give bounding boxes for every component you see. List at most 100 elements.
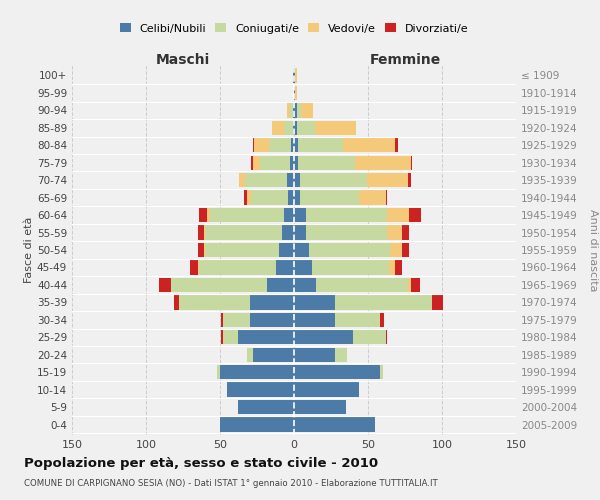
Bar bbox=[238, 330, 294, 344]
Bar bbox=[294, 208, 306, 222]
Bar bbox=[284, 208, 294, 222]
Bar bbox=[389, 260, 395, 274]
Bar bbox=[206, 208, 209, 222]
Bar bbox=[174, 295, 179, 310]
Bar bbox=[238, 400, 294, 414]
Bar bbox=[380, 312, 384, 327]
Bar bbox=[245, 173, 287, 188]
Bar bbox=[276, 260, 294, 274]
Bar bbox=[220, 365, 294, 380]
Bar bbox=[198, 243, 204, 257]
Bar bbox=[198, 260, 199, 274]
Bar bbox=[244, 190, 247, 205]
Text: Femmine: Femmine bbox=[370, 52, 440, 66]
Bar bbox=[290, 103, 293, 118]
Bar bbox=[408, 278, 411, 292]
Bar bbox=[253, 156, 260, 170]
Bar bbox=[309, 243, 390, 257]
Bar bbox=[294, 120, 297, 135]
Bar bbox=[282, 226, 294, 239]
Bar bbox=[199, 208, 206, 222]
Bar bbox=[217, 365, 220, 380]
Bar bbox=[221, 312, 223, 327]
Y-axis label: Fasce di età: Fasce di età bbox=[24, 217, 34, 283]
Bar bbox=[293, 103, 294, 118]
Bar bbox=[251, 156, 253, 170]
Legend: Celibi/Nubili, Coniugati/e, Vedovi/e, Divorziati/e: Celibi/Nubili, Coniugati/e, Vedovi/e, Di… bbox=[115, 19, 473, 38]
Bar bbox=[247, 190, 251, 205]
Bar bbox=[298, 138, 343, 152]
Bar bbox=[387, 226, 402, 239]
Bar bbox=[411, 278, 420, 292]
Bar bbox=[306, 208, 387, 222]
Bar bbox=[293, 68, 294, 82]
Bar bbox=[359, 190, 386, 205]
Bar bbox=[294, 260, 312, 274]
Bar bbox=[294, 138, 298, 152]
Bar bbox=[297, 103, 301, 118]
Bar bbox=[408, 173, 411, 188]
Bar bbox=[221, 330, 223, 344]
Bar bbox=[288, 190, 294, 205]
Bar bbox=[395, 260, 402, 274]
Bar bbox=[251, 190, 288, 205]
Bar bbox=[223, 330, 238, 344]
Bar bbox=[294, 278, 316, 292]
Bar bbox=[268, 278, 294, 292]
Bar bbox=[247, 348, 253, 362]
Bar bbox=[294, 68, 295, 82]
Bar bbox=[335, 295, 431, 310]
Bar bbox=[209, 208, 284, 222]
Bar bbox=[279, 243, 294, 257]
Bar bbox=[386, 190, 387, 205]
Bar bbox=[335, 348, 347, 362]
Bar bbox=[301, 103, 313, 118]
Bar bbox=[171, 278, 268, 292]
Bar bbox=[294, 365, 380, 380]
Bar bbox=[160, 278, 171, 292]
Bar bbox=[316, 278, 408, 292]
Bar bbox=[294, 348, 335, 362]
Bar bbox=[290, 156, 294, 170]
Bar bbox=[312, 260, 389, 274]
Bar bbox=[205, 226, 282, 239]
Text: COMUNE DI CARPIGNANO SESIA (NO) - Dati ISTAT 1° gennaio 2010 - Elaborazione TUTT: COMUNE DI CARPIGNANO SESIA (NO) - Dati I… bbox=[24, 479, 438, 488]
Bar bbox=[294, 243, 309, 257]
Bar bbox=[253, 348, 294, 362]
Bar bbox=[198, 226, 204, 239]
Bar bbox=[297, 120, 315, 135]
Bar bbox=[294, 156, 298, 170]
Bar bbox=[395, 138, 398, 152]
Bar bbox=[298, 156, 355, 170]
Bar bbox=[294, 295, 335, 310]
Bar bbox=[411, 156, 412, 170]
Bar bbox=[431, 295, 443, 310]
Bar bbox=[291, 138, 294, 152]
Bar bbox=[367, 173, 408, 188]
Bar bbox=[223, 312, 250, 327]
Bar bbox=[269, 138, 291, 152]
Bar bbox=[227, 382, 294, 397]
Bar bbox=[300, 190, 359, 205]
Bar bbox=[254, 138, 269, 152]
Bar bbox=[260, 156, 290, 170]
Bar bbox=[380, 365, 383, 380]
Bar bbox=[409, 208, 421, 222]
Bar bbox=[239, 173, 245, 188]
Bar bbox=[190, 260, 198, 274]
Text: Maschi: Maschi bbox=[156, 52, 210, 66]
Bar bbox=[204, 226, 205, 239]
Bar bbox=[306, 226, 387, 239]
Bar bbox=[335, 312, 380, 327]
Bar bbox=[294, 400, 346, 414]
Bar bbox=[294, 418, 376, 432]
Bar bbox=[387, 208, 409, 222]
Bar bbox=[386, 330, 387, 344]
Bar bbox=[294, 103, 297, 118]
Bar bbox=[294, 173, 300, 188]
Bar bbox=[355, 156, 411, 170]
Bar bbox=[284, 120, 293, 135]
Bar bbox=[353, 330, 386, 344]
Bar bbox=[272, 120, 284, 135]
Bar bbox=[293, 120, 294, 135]
